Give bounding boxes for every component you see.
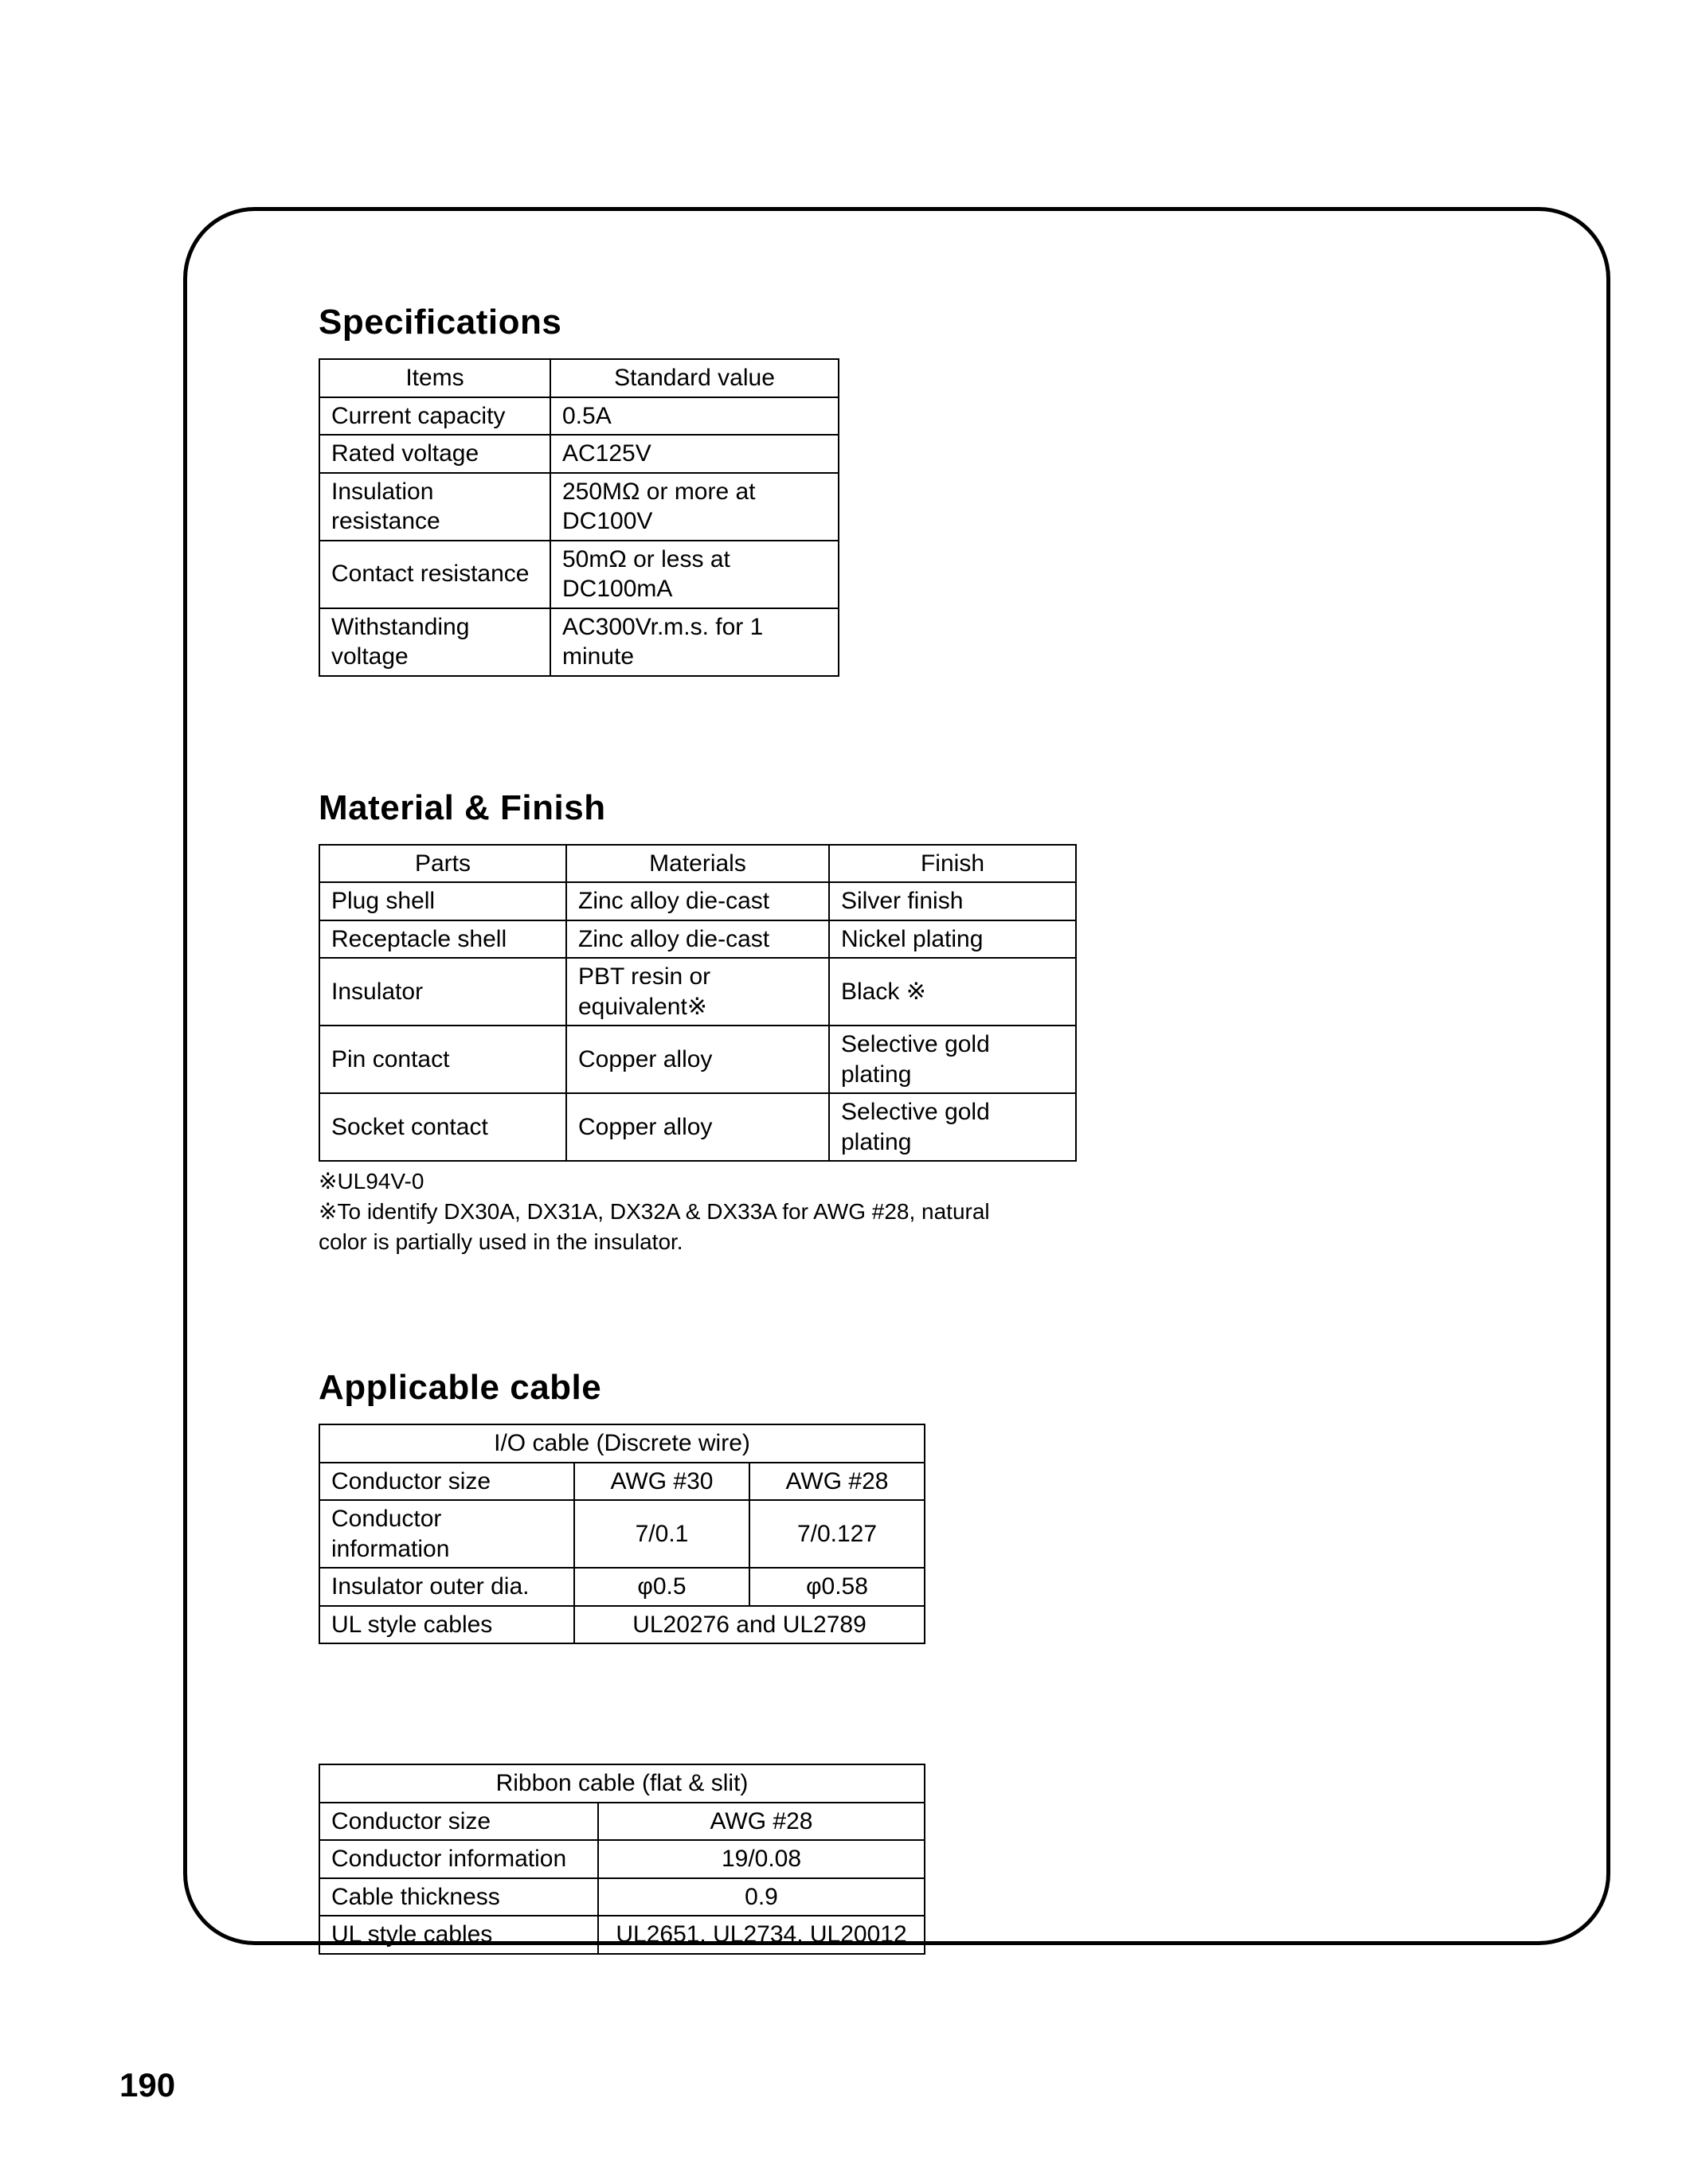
cell: Conductor size xyxy=(319,1803,598,1841)
cell: Plug shell xyxy=(319,882,566,920)
material-finish-table: Parts Materials Finish Plug shell Zinc a… xyxy=(319,844,1077,1162)
cell: AC125V xyxy=(550,435,839,473)
cell: Nickel plating xyxy=(829,920,1076,959)
cell: AWG #28 xyxy=(598,1803,925,1841)
table-row: Conductor information 7/0.1 7/0.127 xyxy=(319,1500,925,1568)
table-row: Rated voltage AC125V xyxy=(319,435,839,473)
cell: Insulator outer dia. xyxy=(319,1568,574,1606)
cell: 7/0.127 xyxy=(749,1500,925,1568)
table-row: Receptacle shell Zinc alloy die-cast Nic… xyxy=(319,920,1076,959)
table-row: Conductor size AWG #28 xyxy=(319,1803,925,1841)
cell: φ0.5 xyxy=(574,1568,749,1606)
ribbon-cable-table: Ribbon cable (flat & slit) Conductor siz… xyxy=(319,1764,925,1955)
cell: 0.5A xyxy=(550,397,839,436)
material-finish-heading: Material & Finish xyxy=(319,788,1563,828)
cell: Insulation resistance xyxy=(319,473,550,541)
cell: Silver finish xyxy=(829,882,1076,920)
table-row: Ribbon cable (flat & slit) xyxy=(319,1764,925,1803)
io-cable-table: I/O cable (Discrete wire) Conductor size… xyxy=(319,1424,925,1644)
cell: 7/0.1 xyxy=(574,1500,749,1568)
cell: Pin contact xyxy=(319,1026,566,1093)
cell: Current capacity xyxy=(319,397,550,436)
cell: Socket contact xyxy=(319,1093,566,1161)
applicable-cable-heading: Applicable cable xyxy=(319,1368,1563,1408)
cell: UL style cables xyxy=(319,1916,598,1954)
cell: φ0.58 xyxy=(749,1568,925,1606)
cell: Receptacle shell xyxy=(319,920,566,959)
footnote: ※UL94V-0 xyxy=(319,1166,1035,1197)
cell: Zinc alloy die-cast xyxy=(566,920,829,959)
cell: 0.9 xyxy=(598,1878,925,1916)
table-row: Insulator PBT resin or equivalent※ Black… xyxy=(319,958,1076,1026)
table-row: Withstanding voltage AC300Vr.m.s. for 1 … xyxy=(319,608,839,676)
col-header: Items xyxy=(319,359,550,397)
cell: Rated voltage xyxy=(319,435,550,473)
cell: Zinc alloy die-cast xyxy=(566,882,829,920)
table-title: Ribbon cable (flat & slit) xyxy=(319,1764,925,1803)
cell: Contact resistance xyxy=(319,541,550,608)
footnote: ※To identify DX30A, DX31A, DX32A & DX33A… xyxy=(319,1197,1035,1257)
table-row: Conductor size AWG #30 AWG #28 xyxy=(319,1463,925,1501)
cell: Copper alloy xyxy=(566,1093,829,1161)
page-number: 190 xyxy=(119,2066,175,2104)
table-row: Parts Materials Finish xyxy=(319,845,1076,883)
table-row: Insulation resistance 250MΩ or more at D… xyxy=(319,473,839,541)
cell: Black ※ xyxy=(829,958,1076,1026)
table-row: I/O cable (Discrete wire) xyxy=(319,1424,925,1463)
table-row: Contact resistance 50mΩ or less at DC100… xyxy=(319,541,839,608)
cell: AWG #28 xyxy=(749,1463,925,1501)
material-finish-footnotes: ※UL94V-0 ※To identify DX30A, DX31A, DX32… xyxy=(319,1166,1035,1256)
cell: UL style cables xyxy=(319,1606,574,1644)
col-header: Standard value xyxy=(550,359,839,397)
cell: PBT resin or equivalent※ xyxy=(566,958,829,1026)
specifications-heading: Specifications xyxy=(319,303,1563,342)
table-row: Conductor information 19/0.08 xyxy=(319,1840,925,1878)
material-finish-section: Material & Finish Parts Materials Finish… xyxy=(319,788,1563,1257)
cell: 19/0.08 xyxy=(598,1840,925,1878)
cell: Selective gold plating xyxy=(829,1026,1076,1093)
cell: AWG #30 xyxy=(574,1463,749,1501)
col-header: Parts xyxy=(319,845,566,883)
cell: Conductor information xyxy=(319,1500,574,1568)
table-row: Cable thickness 0.9 xyxy=(319,1878,925,1916)
table-row: Items Standard value xyxy=(319,359,839,397)
specifications-table: Items Standard value Current capacity 0.… xyxy=(319,358,839,677)
table-row: UL style cables UL20276 and UL2789 xyxy=(319,1606,925,1644)
cell: Withstanding voltage xyxy=(319,608,550,676)
col-header: Materials xyxy=(566,845,829,883)
table-row: Current capacity 0.5A xyxy=(319,397,839,436)
table-row: Socket contact Copper alloy Selective go… xyxy=(319,1093,1076,1161)
cell: Conductor information xyxy=(319,1840,598,1878)
cell: Selective gold plating xyxy=(829,1093,1076,1161)
applicable-cable-section: Applicable cable I/O cable (Discrete wir… xyxy=(319,1368,1563,1955)
specifications-section: Specifications Items Standard value Curr… xyxy=(319,303,1563,677)
cell: UL2651, UL2734, UL20012 xyxy=(598,1916,925,1954)
table-row: Pin contact Copper alloy Selective gold … xyxy=(319,1026,1076,1093)
cell: Cable thickness xyxy=(319,1878,598,1916)
cell: 250MΩ or more at DC100V xyxy=(550,473,839,541)
cell: Insulator xyxy=(319,958,566,1026)
table-row: Plug shell Zinc alloy die-cast Silver fi… xyxy=(319,882,1076,920)
cell: UL20276 and UL2789 xyxy=(574,1606,925,1644)
cell: Copper alloy xyxy=(566,1026,829,1093)
cell: 50mΩ or less at DC100mA xyxy=(550,541,839,608)
col-header: Finish xyxy=(829,845,1076,883)
cell: Conductor size xyxy=(319,1463,574,1501)
table-row: Insulator outer dia. φ0.5 φ0.58 xyxy=(319,1568,925,1606)
cell: AC300Vr.m.s. for 1 minute xyxy=(550,608,839,676)
table-row: UL style cables UL2651, UL2734, UL20012 xyxy=(319,1916,925,1954)
table-title: I/O cable (Discrete wire) xyxy=(319,1424,925,1463)
